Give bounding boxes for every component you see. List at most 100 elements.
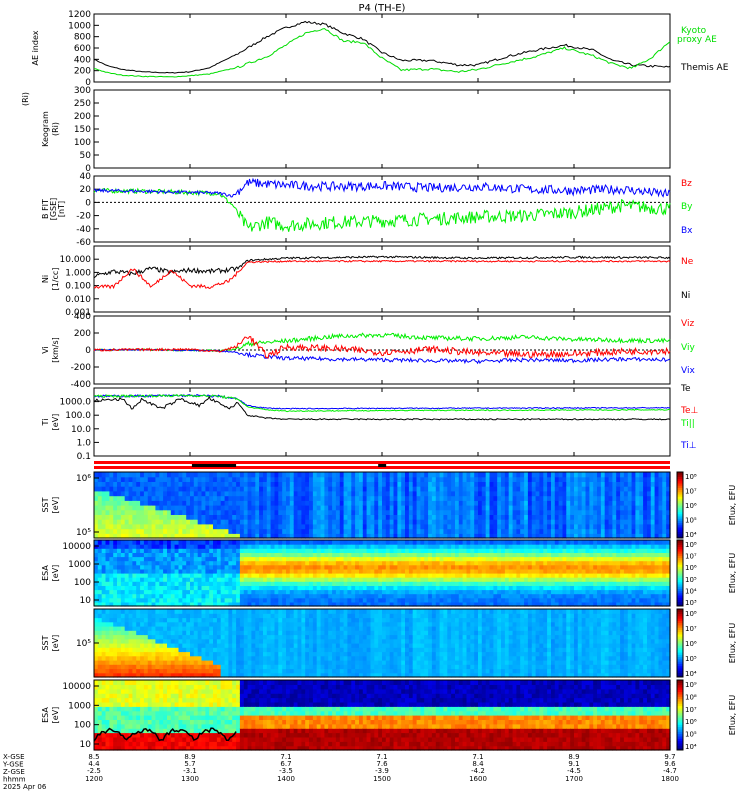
esa_ion-cell bbox=[654, 593, 659, 599]
sst_ion-cell bbox=[101, 476, 107, 482]
sst_elec-cell bbox=[101, 626, 107, 631]
esa_ion-cell bbox=[428, 597, 433, 603]
sst_ion-cell bbox=[470, 509, 475, 515]
sst_ion-cell bbox=[535, 476, 540, 482]
sst_ion-cell bbox=[228, 490, 233, 497]
esa_ion-cell bbox=[347, 556, 352, 562]
sst_ion-cell bbox=[631, 472, 636, 478]
sst_ion-cell bbox=[339, 486, 345, 492]
sst_ion-cell bbox=[451, 533, 456, 539]
chart-title: P4 (TH-E) bbox=[359, 3, 406, 14]
esa_ion-cell bbox=[562, 548, 567, 553]
esa_ion-cell bbox=[170, 573, 176, 578]
esa_ion-cell bbox=[320, 540, 325, 545]
esa_ion-cell bbox=[585, 573, 590, 578]
sst_ion-cell bbox=[485, 505, 491, 511]
sst_ion-cell bbox=[616, 505, 621, 511]
density-ylabel2: [1/cc] bbox=[51, 268, 60, 291]
sst_ion-cell bbox=[631, 514, 636, 520]
esa_ion-cell bbox=[478, 556, 483, 562]
sst_ion-cell bbox=[289, 490, 295, 497]
sst_ion-cell bbox=[343, 495, 348, 501]
esa_ion-cell bbox=[193, 593, 199, 599]
esa_ion-cell bbox=[612, 540, 617, 545]
esa_ion-cell bbox=[301, 560, 306, 566]
esa_ion-cell bbox=[600, 564, 606, 570]
esa_ion-cell bbox=[389, 560, 395, 566]
sst_ion-cell bbox=[97, 486, 103, 492]
esa_ion-cell bbox=[143, 544, 149, 549]
esa_ion-cell bbox=[147, 548, 153, 553]
sst_ion-cell bbox=[654, 486, 659, 492]
sst_ion-cell bbox=[155, 481, 160, 487]
esa_ion-cell bbox=[128, 585, 133, 591]
sst_ion-cell bbox=[382, 523, 387, 530]
esa_ion-cell bbox=[554, 548, 560, 553]
sst_ion-cell bbox=[424, 486, 429, 492]
sst_ion-cell bbox=[489, 481, 494, 487]
sst_ion-cell bbox=[293, 481, 299, 487]
sst_ion-cell bbox=[370, 505, 375, 511]
esa_ion-cell bbox=[666, 581, 671, 586]
esa_ion-cell bbox=[309, 585, 314, 591]
esa_ion-cell bbox=[239, 544, 245, 549]
sst_ion-cell bbox=[458, 533, 464, 539]
esa_ion-cell bbox=[343, 552, 348, 558]
sst_elec-cell bbox=[94, 634, 99, 640]
esa_ion-cell bbox=[462, 560, 467, 566]
sst_ion-cell bbox=[458, 523, 464, 530]
esa_ion-cell bbox=[339, 601, 345, 607]
esa_ion-cell bbox=[443, 601, 448, 607]
sst_ion-cell bbox=[378, 490, 383, 497]
esa_ion-cell bbox=[439, 552, 444, 558]
esa_ion-cell bbox=[666, 556, 671, 562]
esa_ion-cell bbox=[259, 540, 264, 545]
sst_ion-cell bbox=[639, 472, 644, 478]
sst_ion-cell bbox=[481, 528, 487, 534]
esa_ion-cell bbox=[128, 540, 133, 545]
esa_ion-cell bbox=[197, 540, 203, 545]
sst_ion-cell bbox=[455, 486, 460, 492]
esa_ion-cell bbox=[612, 544, 617, 549]
esa_ion-cell bbox=[113, 548, 118, 553]
sst_elec-cell bbox=[94, 617, 99, 623]
esa_ion-cell bbox=[493, 556, 498, 562]
sst_ion-cell bbox=[382, 490, 387, 497]
esa_ion-cell bbox=[282, 568, 287, 574]
sst_ion-cell bbox=[593, 505, 598, 511]
sst_ion-cell bbox=[451, 486, 456, 492]
esa_ion-cell bbox=[424, 585, 429, 591]
sst_ion-cell bbox=[190, 514, 195, 520]
esa_ion-cell bbox=[197, 548, 203, 553]
sst_ion-cell bbox=[378, 514, 383, 520]
esa_ion-cell bbox=[658, 597, 663, 603]
sst_ion-cell bbox=[566, 509, 571, 515]
sst_ion-cell bbox=[393, 495, 398, 501]
sst_ion-cell bbox=[335, 476, 341, 482]
sst_ion-cell bbox=[539, 481, 544, 487]
sst_ion-cell bbox=[282, 476, 287, 482]
esa_ion-cell bbox=[355, 585, 360, 591]
sst_ion-cell bbox=[501, 472, 506, 478]
esa_ion-cell bbox=[178, 548, 183, 553]
sst_ion-cell bbox=[654, 523, 659, 530]
sst_ion-cell bbox=[243, 500, 249, 506]
sst_ion-cell bbox=[236, 528, 241, 534]
esa_ion-cell bbox=[228, 564, 233, 570]
sst_ion-cell bbox=[585, 472, 590, 478]
sst_ion-cell bbox=[335, 505, 341, 511]
esa_ion-cell bbox=[274, 573, 279, 578]
esa_ion-cell bbox=[497, 544, 502, 549]
esa_ion-cell bbox=[274, 601, 279, 607]
esa_ion-cell bbox=[643, 548, 648, 553]
esa_ion-cell bbox=[289, 560, 295, 566]
esa_ion-cell bbox=[105, 581, 110, 586]
sst_ion-cell bbox=[243, 495, 249, 501]
sst_ion-cell bbox=[385, 486, 391, 492]
sst_elec-cell bbox=[124, 672, 130, 678]
esa_ion-cell bbox=[593, 548, 598, 553]
esa_ion-cell bbox=[247, 589, 252, 595]
sst_ion-cell bbox=[236, 523, 241, 530]
sst_ion-cell bbox=[332, 519, 337, 525]
sst_ion-cell bbox=[213, 486, 218, 492]
